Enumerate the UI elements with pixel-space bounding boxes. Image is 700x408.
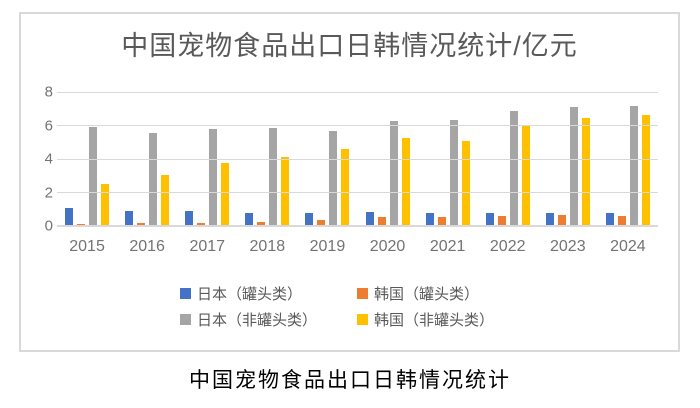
bar-group-2021	[418, 92, 478, 226]
y-tick-label-2: 2	[44, 184, 53, 201]
gridline-y-6	[57, 125, 658, 126]
legend-swatch-icon	[180, 313, 191, 325]
chart-frame: 中国宠物食品出口日韩情况统计/亿元 0 2 4 6 8 2015 2016 2017 2018…	[19, 12, 680, 352]
gridline-y-2	[57, 192, 658, 193]
bar-日本（非罐头类）-2021	[449, 119, 458, 226]
legend-label: 日本（罐头类）	[197, 285, 303, 303]
y-axis: 0 2 4 6 8	[29, 84, 53, 235]
bar-group-2017	[177, 92, 237, 226]
bar-日本（非罐头类）-2015	[89, 127, 98, 226]
x-label-2023: 2023	[550, 238, 586, 255]
bar-日本（罐头类）-2017	[185, 210, 194, 226]
y-tick-label-8: 8	[44, 83, 53, 101]
bar-日本（非罐头类）-2020	[389, 121, 398, 226]
bar-日本（罐头类）-2018	[245, 212, 254, 226]
caption: 中国宠物食品出口日韩情况统计	[189, 368, 511, 392]
bar-韩国（罐头类）-2022	[497, 215, 506, 226]
bar-韩国（罐头类）-2016	[137, 222, 146, 226]
bar-日本（罐头类）-2016	[125, 210, 134, 226]
bar-日本（非罐头类）-2017	[209, 128, 218, 226]
legend-swatch-icon	[357, 287, 368, 299]
gridline-y-8	[57, 91, 658, 93]
legend-item-日本（罐头类）: 日本（罐头类）	[180, 280, 357, 306]
legend-item-日本（非罐头类）: 日本（非罐头类）	[180, 306, 357, 332]
x-label-2019: 2019	[309, 238, 346, 255]
chart-title: 中国宠物食品出口日韩情况统计/亿元	[121, 31, 578, 61]
bar-groups	[57, 92, 658, 226]
bar-日本（非罐头类）-2016	[149, 133, 158, 226]
x-label-2017: 2017	[189, 238, 226, 255]
legend: 日本（罐头类） 韩国（罐头类） 日本（非罐头类） 韩国（非罐头类）	[180, 280, 494, 332]
bar-韩国（非罐头类）-2020	[401, 138, 410, 226]
bar-日本（非罐头类）-2019	[329, 131, 338, 226]
bar-group-2019	[297, 92, 357, 226]
bar-group-2016	[117, 92, 177, 226]
bar-韩国（非罐头类）-2022	[521, 124, 530, 226]
x-axis: 2015 2016 2017 2018 2019 2020 2021 2022 2023 2024	[57, 238, 658, 256]
bar-韩国（非罐头类）-2016	[161, 174, 170, 226]
bar-韩国（罐头类）-2018	[257, 221, 266, 226]
y-tick-label-6: 6	[44, 117, 53, 134]
bar-韩国（非罐头类）-2018	[281, 157, 290, 226]
gridline-y-4	[57, 158, 658, 160]
bar-日本（罐头类）-2020	[365, 211, 374, 226]
bar-日本（罐头类）-2024	[605, 212, 614, 226]
legend-swatch-icon	[357, 313, 368, 325]
bar-韩国（非罐头类）-2015	[101, 184, 110, 226]
bar-日本（非罐头类）-2018	[269, 128, 278, 226]
x-label-2015: 2015	[69, 238, 105, 255]
legend-item-韩国（非罐头类）: 韩国（非罐头类）	[357, 306, 494, 332]
bar-日本（非罐头类）-2024	[629, 106, 638, 226]
bar-韩国（罐头类）-2021	[437, 216, 446, 226]
bar-日本（罐头类）-2015	[65, 208, 74, 226]
bar-日本（非罐头类）-2022	[509, 111, 518, 226]
x-axis-line	[57, 225, 658, 227]
x-label-2016: 2016	[129, 238, 165, 255]
bar-group-2020	[357, 92, 417, 226]
bar-group-2022	[478, 92, 538, 226]
bar-日本（罐头类）-2019	[305, 212, 314, 226]
y-tick-label-0: 0	[44, 217, 53, 235]
bar-韩国（罐头类）-2023	[557, 215, 566, 226]
legend-label: 韩国（非罐头类）	[374, 311, 495, 329]
x-label-2021: 2021	[429, 238, 466, 255]
bar-韩国（非罐头类）-2023	[581, 117, 590, 226]
bar-group-2023	[538, 92, 598, 226]
y-tick-label-4: 4	[44, 150, 53, 168]
bar-韩国（非罐头类）-2019	[341, 148, 350, 226]
bar-日本（罐头类）-2022	[485, 213, 494, 226]
legend-swatch-icon	[180, 287, 191, 299]
bar-group-2024	[598, 92, 658, 226]
bar-韩国（罐头类）-2019	[317, 220, 326, 226]
legend-label: 日本（非罐头类）	[197, 311, 318, 329]
bar-日本（非罐头类）-2023	[569, 107, 578, 226]
plot-area	[57, 91, 658, 227]
x-label-2024: 2024	[610, 238, 646, 255]
bar-日本（罐头类）-2023	[545, 212, 554, 226]
legend-item-韩国（罐头类）: 韩国（罐头类）	[357, 280, 494, 306]
x-label-2020: 2020	[369, 238, 406, 255]
bar-韩国（罐头类）-2024	[617, 215, 626, 226]
x-label-2022: 2022	[489, 238, 526, 255]
bar-日本（罐头类）-2021	[425, 212, 434, 226]
bar-group-2018	[237, 92, 297, 226]
bar-韩国（罐头类）-2020	[377, 216, 386, 226]
bar-韩国（非罐头类）-2017	[221, 163, 230, 226]
x-label-2018: 2018	[249, 238, 286, 255]
bar-韩国（非罐头类）-2021	[461, 140, 470, 226]
bar-韩国（罐头类）-2017	[197, 222, 206, 226]
bar-韩国（非罐头类）-2024	[641, 114, 650, 226]
legend-label: 韩国（罐头类）	[374, 285, 480, 303]
